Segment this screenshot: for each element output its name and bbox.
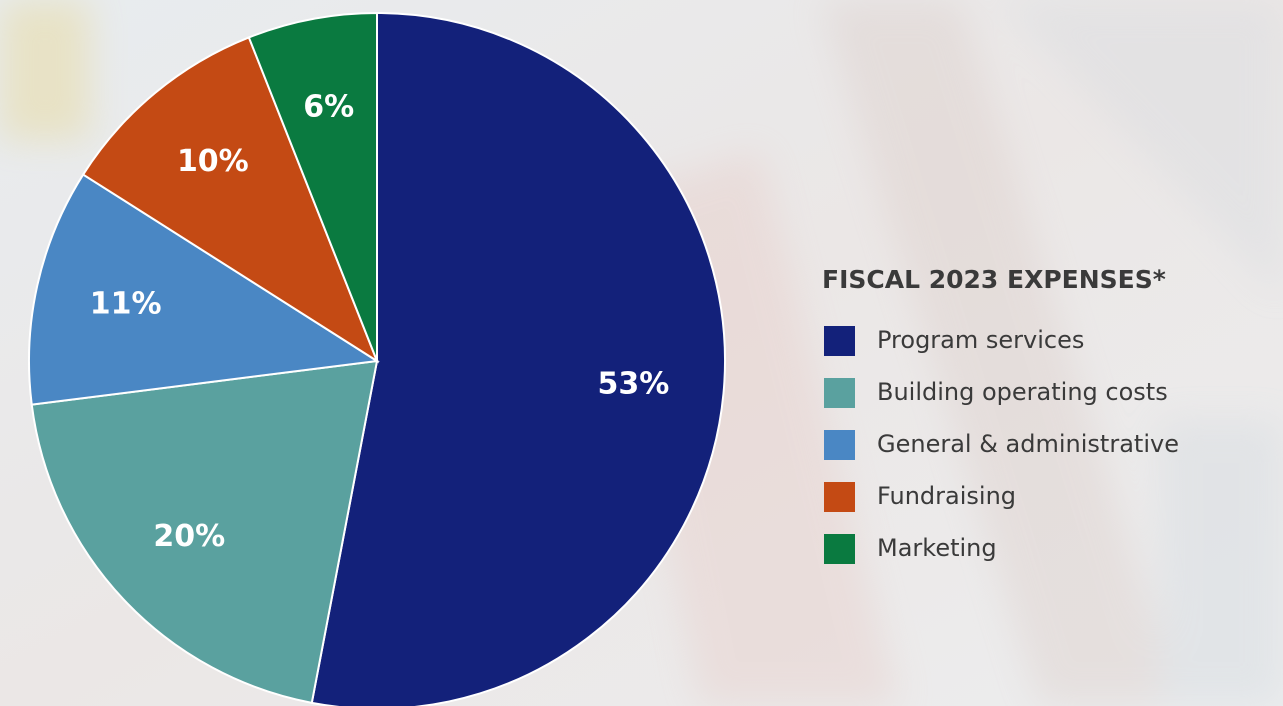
- legend-label: Building operating costs: [877, 378, 1168, 406]
- value-label: 11%: [90, 286, 162, 321]
- pie-slice: [310, 11, 726, 706]
- legend-label: Program services: [877, 326, 1084, 354]
- pie-slice: [247, 11, 378, 362]
- legend-swatch: [824, 482, 855, 512]
- pie-slice: [81, 36, 380, 364]
- legend-swatch: [824, 534, 855, 564]
- legend-swatch: [824, 378, 855, 408]
- pie-slice: [28, 173, 380, 406]
- legend-swatch: [824, 326, 855, 356]
- value-label: 10%: [177, 144, 249, 179]
- value-label: 6%: [303, 90, 354, 125]
- legend-swatch: [824, 430, 855, 460]
- legend-label: Marketing: [877, 534, 997, 562]
- legend-title: FISCAL 2023 EXPENSES*: [822, 265, 1166, 294]
- value-label: 20%: [153, 519, 225, 554]
- value-label: 53%: [597, 367, 669, 402]
- legend-label: Fundraising: [877, 482, 1016, 510]
- legend-label: General & administrative: [877, 430, 1179, 458]
- pie-slice: [30, 359, 379, 705]
